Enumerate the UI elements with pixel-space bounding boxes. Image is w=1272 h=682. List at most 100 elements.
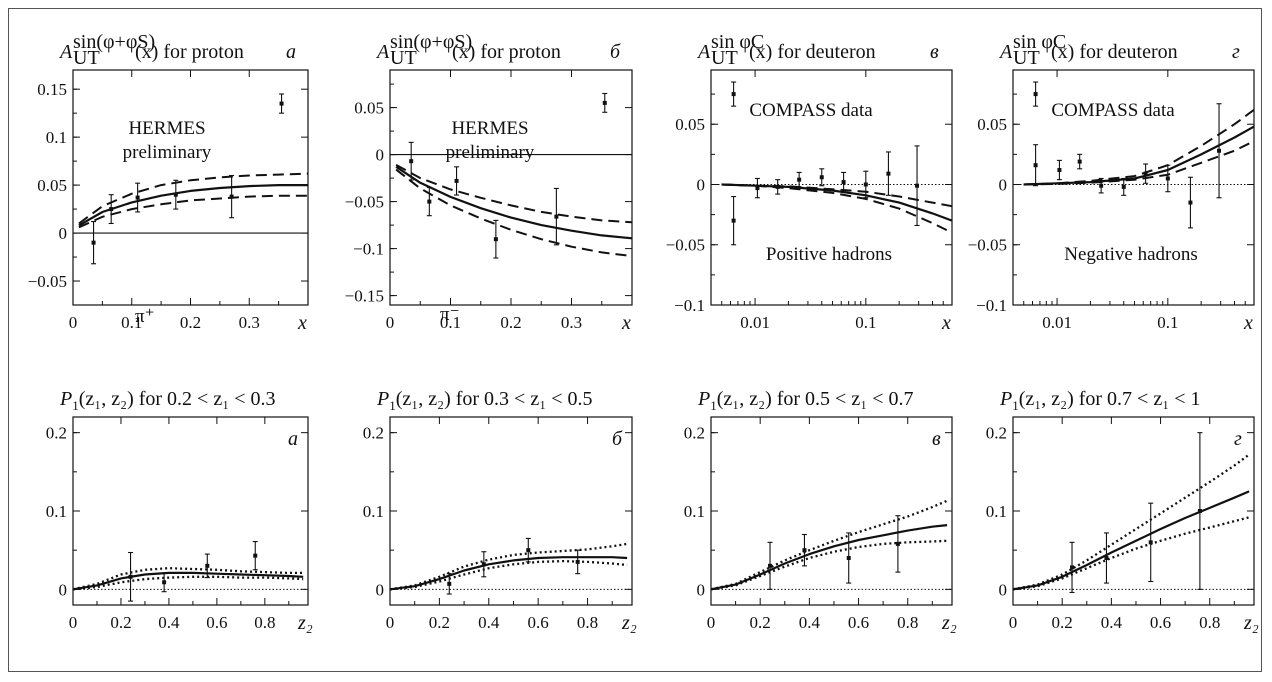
curve-solid (389, 556, 628, 591)
panel-letter: б (610, 41, 621, 63)
annotation: COMPASS data (1051, 100, 1175, 121)
x-axis-label: z₂ (621, 612, 637, 634)
panel-letter: б (612, 428, 623, 450)
panel-title: A (58, 41, 73, 63)
data-point (1187, 176, 1193, 229)
data-point (819, 168, 825, 187)
data-point (135, 182, 141, 213)
x-axis-label: x (941, 312, 951, 334)
title-superscript: sin(φ+φS) (73, 31, 155, 53)
curve-solid (72, 571, 304, 591)
data-point (914, 145, 920, 227)
panel-title: P1(z₁, z₂) for 0.5 < z₁ < 0.7 (697, 388, 913, 413)
curve-dotted (710, 539, 948, 591)
x-tick-label: 0.8 (577, 613, 598, 632)
data-point (91, 221, 97, 265)
y-tick-label: 0.1 (986, 502, 1007, 521)
legend-marker (731, 81, 737, 107)
data-point (1148, 502, 1154, 583)
chart-panel-2: −0.15 −0.1 −0.05 0 0.05 0 0.1 0.2 0.3 x A UTsin(φ+φ… (345, 31, 633, 334)
data-point (863, 170, 869, 199)
legend-marker (602, 92, 608, 113)
x-axis-label: x (621, 312, 631, 334)
chart-panel-8: 0 0.1 0.2 0 0.2 0.4 0.6 0.8 z₂ P1(z₁, z₂) for 0.7… (986, 388, 1259, 634)
panel-title: P1(z₁, z₂) for 0.3 < z₁ < 0.5 (376, 388, 592, 413)
curve-dotted (710, 499, 948, 591)
title-superscript: sin φC (1013, 31, 1066, 53)
x-tick-label: 0.4 (1101, 613, 1123, 632)
x-tick-label: 0.01 (1042, 313, 1072, 332)
data-point (1165, 164, 1171, 193)
y-tick-label: 0.05 (37, 176, 67, 195)
y-tick-label: −0.1 (976, 296, 1007, 315)
x-tick-label: 0.2 (180, 313, 201, 332)
y-tick-label: 0.1 (46, 502, 67, 521)
data-point (161, 572, 167, 593)
x-tick-label: 0 (69, 613, 78, 632)
data-point (426, 186, 432, 217)
title-subscript: 1 (72, 398, 79, 413)
data-point (767, 541, 773, 590)
plot-frame (389, 416, 633, 606)
y-tick-label: −0.05 (28, 272, 67, 291)
y-tick-label: −0.05 (968, 236, 1007, 255)
y-tick-label: 0.1 (684, 502, 705, 521)
data-point (1069, 541, 1075, 594)
plot-frame (72, 69, 309, 306)
data-point (1121, 177, 1127, 196)
legend-marker (279, 93, 285, 114)
curve-dotted (72, 567, 304, 591)
x-tick-label: 0 (69, 313, 78, 332)
data-point (846, 532, 852, 584)
title-subscript: 1 (710, 398, 717, 413)
curve-dotted (389, 542, 628, 591)
title-subscript: 1 (1012, 398, 1019, 413)
curve-dashed (721, 183, 953, 234)
title-text: (x) for proton (135, 41, 244, 63)
y-tick-label: −0.05 (666, 236, 705, 255)
x-tick-label: 0.4 (799, 613, 821, 632)
data-point (229, 174, 235, 219)
title-symbol: P (376, 388, 389, 410)
data-point (252, 540, 258, 571)
panel-title: A (998, 41, 1013, 63)
x-tick-label: 0.1 (121, 313, 142, 332)
y-tick-label: 0.2 (46, 424, 67, 443)
y-tick-label: 0.15 (37, 80, 67, 99)
data-point (1033, 144, 1039, 187)
curve-dashed (1023, 140, 1255, 186)
panel-title: A (696, 41, 711, 63)
x-tick-label: 0.8 (254, 613, 275, 632)
data-point (801, 533, 807, 567)
data-point (775, 179, 781, 195)
title-subscript: 1 (389, 398, 396, 413)
data-point (446, 573, 452, 595)
x-tick-label: 0.3 (239, 313, 260, 332)
annotation: preliminary (123, 142, 212, 163)
curve-dashed (78, 172, 309, 225)
y-tick-label: 0.05 (354, 99, 384, 118)
y-tick-label: 0 (999, 175, 1008, 194)
x-axis-label: z₂ (297, 612, 313, 634)
title-text: (z₁, z₂) for 0.2 < z₁ < 0.3 (79, 388, 276, 410)
y-tick-label: 0.1 (363, 502, 384, 521)
y-tick-label: 0 (59, 224, 68, 243)
x-axis-label: z₂ (941, 612, 957, 634)
x-tick-label: 0.2 (429, 613, 450, 632)
title-symbol: A (998, 41, 1013, 63)
data-point (408, 141, 414, 181)
curve-dotted (72, 575, 304, 591)
data-point (1103, 532, 1109, 584)
data-point (754, 177, 760, 199)
y-tick-label: 0.2 (684, 424, 705, 443)
plot-frame (710, 69, 953, 306)
x-axis-label: z₂ (1243, 612, 1259, 634)
x-tick-label: 0.2 (500, 313, 521, 332)
chart-panel-5: 0 0.1 0.2 0 0.2 0.4 0.6 0.8 z₂ P1(z₁, z₂) for 0.2… (46, 388, 313, 634)
data-point (1143, 163, 1149, 184)
y-tick-label: 0.05 (977, 115, 1007, 134)
chart-panel-7: 0 0.1 0.2 0 0.2 0.4 0.6 0.8 z₂ P1(z₁, z₂) for 0.5… (684, 388, 957, 634)
x-tick-label: 0.4 (478, 613, 500, 632)
x-tick-label: 0.8 (897, 613, 918, 632)
